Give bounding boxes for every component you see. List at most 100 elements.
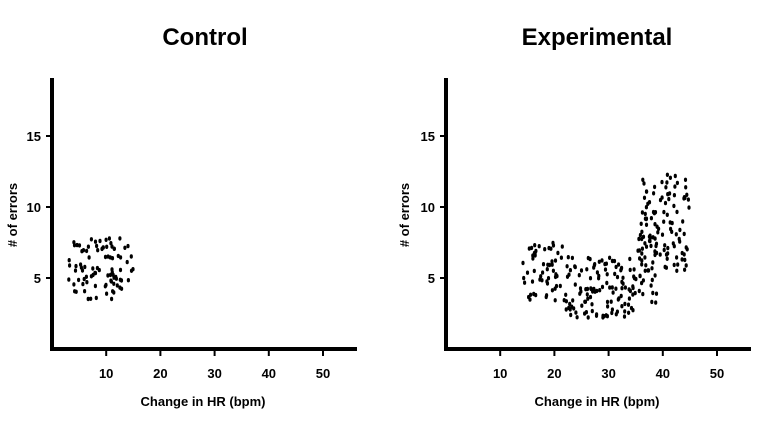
data-point (532, 268, 536, 274)
data-point (553, 298, 557, 303)
data-point (643, 211, 647, 217)
points-control (67, 236, 135, 302)
y-axis-label-control: # of errors (5, 183, 20, 247)
data-point (672, 244, 676, 249)
data-point (580, 303, 584, 308)
data-point (653, 273, 657, 278)
data-point (638, 273, 642, 279)
data-point (651, 260, 655, 265)
data-point (683, 177, 688, 182)
data-point (672, 262, 676, 268)
data-point (103, 284, 107, 289)
data-point (640, 246, 645, 251)
x-tick-label: 40 (262, 366, 276, 381)
data-point (570, 255, 575, 261)
data-point (594, 313, 599, 318)
data-point (644, 189, 649, 194)
data-point (653, 210, 658, 215)
data-point (586, 255, 590, 261)
data-point (643, 255, 647, 260)
data-point (528, 297, 532, 302)
data-point (685, 247, 689, 252)
data-point (660, 232, 665, 237)
data-point (100, 246, 104, 252)
data-point (72, 282, 76, 287)
data-point (550, 262, 554, 267)
data-point (93, 239, 98, 244)
data-point (644, 216, 648, 222)
data-point (662, 247, 666, 253)
data-point (573, 282, 577, 287)
data-point (664, 265, 669, 270)
data-point (106, 273, 110, 278)
data-point (600, 284, 605, 290)
data-point (77, 243, 82, 248)
data-point (640, 210, 645, 215)
data-point (609, 299, 613, 304)
data-point (665, 256, 669, 261)
data-point (112, 246, 116, 251)
ticks-experimental: 10 20 30 40 50 5 10 15 (421, 129, 725, 381)
data-point (77, 277, 81, 283)
data-point (545, 293, 549, 298)
data-point (115, 283, 119, 288)
data-point (545, 267, 549, 272)
x-tick-label: 20 (547, 366, 561, 381)
data-point (640, 229, 644, 234)
data-point (652, 191, 656, 196)
data-point (683, 257, 687, 263)
data-point (657, 226, 661, 231)
data-point (573, 264, 577, 270)
data-point (109, 279, 113, 284)
data-point (605, 272, 609, 277)
data-point (521, 260, 525, 266)
chart-control: Control # of errors Change in HR (bpm) 1… (5, 24, 357, 409)
axes-experimental (444, 78, 751, 351)
data-point (649, 243, 653, 249)
data-point (577, 273, 581, 278)
data-point (637, 236, 641, 242)
data-point (673, 184, 677, 189)
data-point (674, 232, 678, 237)
data-point (617, 296, 621, 301)
data-point (622, 314, 627, 319)
data-point (612, 258, 617, 264)
data-point (644, 263, 648, 268)
data-point (583, 299, 587, 304)
data-point (81, 248, 86, 253)
data-point (564, 307, 568, 312)
data-point (668, 175, 673, 180)
data-point (89, 274, 93, 279)
data-point (118, 277, 122, 282)
data-point (538, 277, 542, 282)
x-tick-label: 40 (656, 366, 670, 381)
data-point (647, 200, 652, 205)
data-point (626, 302, 631, 307)
data-point (551, 243, 556, 248)
data-point (651, 290, 655, 296)
data-point (530, 279, 535, 284)
x-axis-label-experimental: Change in HR (bpm) (535, 394, 660, 409)
data-point (590, 302, 594, 307)
data-point (566, 255, 570, 260)
y-tick-label: 5 (34, 271, 41, 286)
data-point (621, 275, 625, 280)
data-point (627, 310, 631, 315)
data-point (560, 244, 564, 249)
data-point (595, 288, 599, 294)
data-point (605, 280, 609, 286)
data-point (668, 220, 672, 225)
data-point (523, 280, 527, 285)
y-tick-label: 10 (27, 200, 41, 215)
chart-title-control: Control (162, 24, 247, 51)
data-point (642, 195, 647, 200)
data-point (600, 258, 604, 263)
data-point (641, 291, 645, 297)
data-point (641, 278, 646, 283)
x-tick-label: 10 (99, 366, 113, 381)
data-point (683, 267, 687, 272)
data-point (95, 243, 99, 249)
data-point (543, 247, 547, 252)
x-tick-label: 30 (207, 366, 221, 381)
data-point (586, 296, 590, 301)
